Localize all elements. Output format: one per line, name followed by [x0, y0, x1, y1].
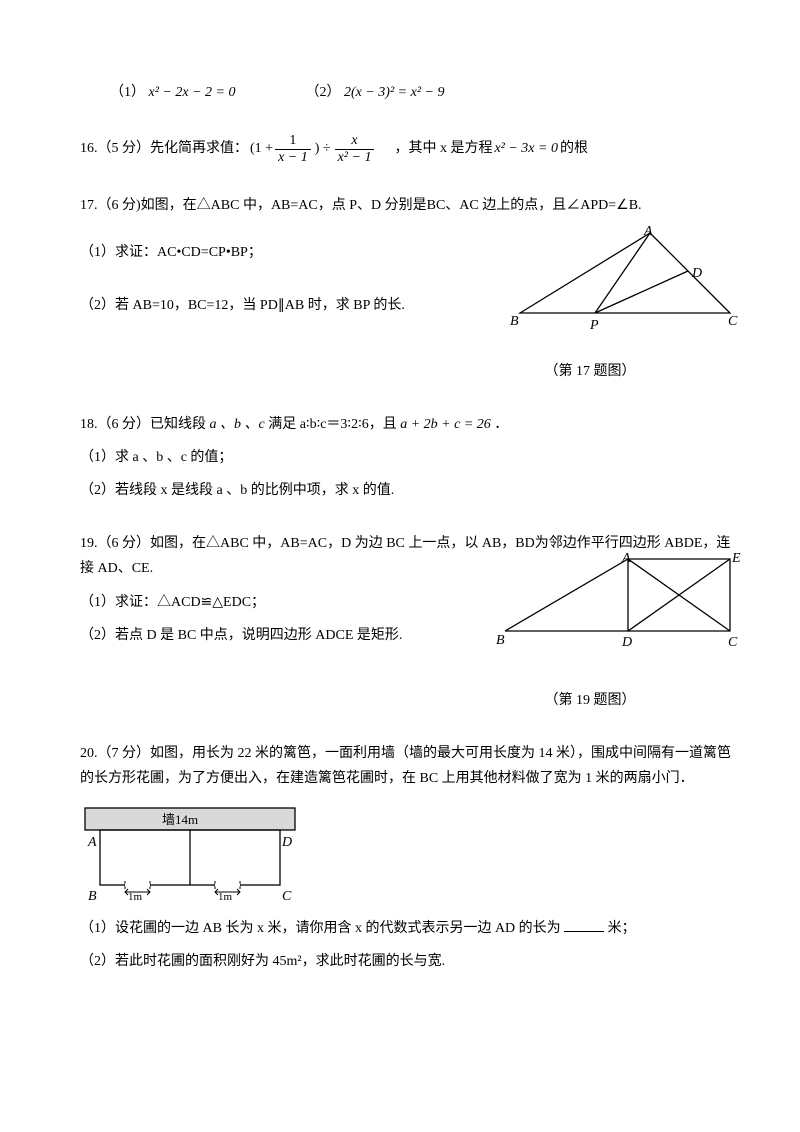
q18: 18.（6 分）已知线段 a 、b 、c 满足 a∶b∶c＝3∶2∶6，且 a … [80, 412, 740, 504]
q19-lblA: A [622, 546, 631, 571]
q16-tail2: 的根 [560, 136, 588, 161]
q20-wall: 墙14m [162, 808, 198, 831]
q16: 16.（5 分）先化简再求值： (1 + 1 x − 1 ) ÷ x x² − … [80, 133, 740, 165]
q18-p1: （1）求 a 、b 、c 的值； [80, 445, 740, 470]
q16-open: (1 + [250, 136, 273, 161]
q17-lblA: A [644, 219, 653, 244]
q17-lblP: P [590, 313, 599, 338]
q17-caption: （第 17 题图） [440, 359, 740, 384]
q20-A: A [88, 830, 97, 855]
q18-stem-b: 满足 a∶b∶c＝3∶2∶6，且 [268, 417, 397, 432]
q16-prefix: 16.（5 分）先化简再求值： [80, 136, 248, 161]
q20-blank[interactable] [564, 917, 604, 932]
q20-p1b: 米； [608, 921, 636, 936]
q18-vars: a 、b 、c [210, 417, 265, 432]
q16-frac1: 1 x − 1 [275, 133, 311, 165]
q17-stem: 17.（6 分)如图，在△ABC 中，AB=AC，点 P、D 分别是BC、AC … [80, 193, 740, 218]
q18-stem-a: 18.（6 分）已知线段 [80, 417, 206, 432]
q16-frac2-n: x [335, 133, 375, 149]
q18-stem-c: ． [494, 417, 508, 432]
q15-p2: （2） 2(x − 3)² = x² − 9 [305, 80, 444, 105]
q16-line: 16.（5 分）先化简再求值： (1 + 1 x − 1 ) ÷ x x² − … [80, 133, 740, 165]
q19-caption: （第 19 题图） [440, 688, 740, 713]
q15-p1: （1） x² − 2x − 2 = 0 [110, 80, 235, 105]
q20: 20.（7 分）如图，用长为 22 米的篱笆，一面利用墙（墙的最大可用长度为 1… [80, 741, 740, 974]
q19-svg [500, 551, 740, 636]
q20-p1a: （1）设花圃的一边 AB 长为 x 米，请你用含 x 的代数式表示另一边 AD … [80, 921, 561, 936]
q20-D: D [282, 830, 292, 855]
q17-svg [510, 223, 740, 323]
q20-B: B [88, 884, 97, 909]
q16-frac1-d: x − 1 [275, 150, 311, 165]
q20-C: C [282, 884, 291, 909]
q19-lblB: B [496, 628, 505, 653]
q15: （1） x² − 2x − 2 = 0 （2） 2(x − 3)² = x² −… [80, 80, 740, 105]
q15-p1-label: （1） [110, 85, 145, 100]
q17-lblC: C [728, 309, 737, 334]
q20-m1: 1m [128, 888, 142, 908]
q17: 17.（6 分)如图，在△ABC 中，AB=AC，点 P、D 分别是BC、AC … [80, 193, 740, 384]
q15-row: （1） x² − 2x − 2 = 0 （2） 2(x − 3)² = x² −… [80, 80, 740, 105]
q19-lblE: E [732, 546, 741, 571]
q18-eq: a + 2b + c = 26 [400, 417, 491, 432]
q18-stem: 18.（6 分）已知线段 a 、b 、c 满足 a∶b∶c＝3∶2∶6，且 a … [80, 412, 740, 437]
q16-mid: ) ÷ [315, 136, 331, 161]
q15-p1-math: x² − 2x − 2 = 0 [149, 85, 236, 100]
q16-frac2-d: x² − 1 [335, 150, 375, 165]
q17-lblB: B [510, 309, 519, 334]
q15-p2-math: 2(x − 3)² = x² − 9 [344, 85, 445, 100]
q20-p2: （2）若此时花圃的面积刚好为 45m²，求此时花圃的长与宽. [80, 949, 740, 974]
q17-lblD: D [692, 261, 702, 286]
q16-frac1-n: 1 [275, 133, 311, 149]
q19-lblD: D [622, 630, 632, 655]
q19-figure: A E B D C [500, 551, 740, 636]
q19: 19.（6 分）如图，在△ABC 中，AB=AC，D 为边 BC 上一点，以 A… [80, 531, 740, 713]
q16-tail1: ，其中 x 是方程 [394, 136, 492, 161]
q18-p2: （2）若线段 x 是线段 a 、b 的比例中项，求 x 的值. [80, 478, 740, 503]
q20-m2: 1m [218, 888, 232, 908]
q17-figure: A D B P C [510, 223, 740, 323]
q16-frac2: x x² − 1 [335, 133, 375, 165]
q20-figure: 墙14m A D B C 1m 1m [80, 802, 300, 902]
q16-rooteq: x² − 3x = 0 [494, 136, 558, 161]
q19-lblC: C [728, 630, 737, 655]
q20-stem: 20.（7 分）如图，用长为 22 米的篱笆，一面利用墙（墙的最大可用长度为 1… [80, 741, 740, 791]
q20-p1: （1）设花圃的一边 AB 长为 x 米，请你用含 x 的代数式表示另一边 AD … [80, 916, 740, 941]
q15-p2-label: （2） [305, 85, 340, 100]
